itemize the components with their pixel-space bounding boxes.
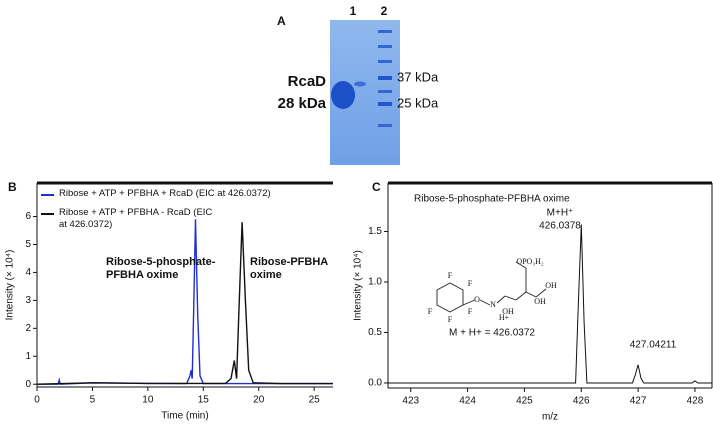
y-tick-label: 3 bbox=[25, 295, 31, 306]
lane-label: 2 bbox=[381, 4, 388, 18]
annotation: Ribose-5-phosphate- bbox=[106, 256, 216, 268]
x-tick-label: 20 bbox=[253, 395, 265, 406]
gel-band bbox=[378, 76, 392, 80]
gel: A 1 2 RcaD 28 kDa 37 kDa 25 kDa bbox=[277, 4, 439, 165]
annotation: Ribose-PFBHA bbox=[250, 256, 328, 268]
annotation: 427.04211 bbox=[630, 340, 677, 351]
structure-label: F bbox=[448, 271, 453, 280]
bond bbox=[504, 295, 517, 301]
y-tick-label: 0 bbox=[25, 379, 31, 390]
bond bbox=[496, 295, 506, 304]
lane-label: 1 bbox=[350, 4, 357, 18]
structure-label: OH bbox=[502, 307, 514, 316]
structure bbox=[436, 261, 547, 313]
y-tick-label: 6 bbox=[25, 211, 31, 222]
legend-label: Ribose + ATP + PFBHA + RcaD (EIC at 426.… bbox=[59, 188, 271, 199]
gel-band bbox=[378, 60, 392, 63]
structure-label: F bbox=[468, 279, 473, 288]
structure-label: F bbox=[448, 315, 453, 324]
structure-label: O bbox=[474, 295, 480, 304]
protein-size: 28 kDa bbox=[278, 95, 327, 112]
x-tick-label: 428 bbox=[687, 396, 704, 407]
marker-label: 37 kDa bbox=[397, 69, 439, 84]
bond bbox=[525, 291, 537, 298]
annotation: oxime bbox=[250, 269, 282, 281]
x-tick-label: 427 bbox=[630, 396, 647, 407]
bond bbox=[479, 299, 491, 306]
y-tick-label: 0.5 bbox=[368, 327, 382, 338]
y-tick-label: 1 bbox=[25, 351, 31, 362]
x-tick-label: 0 bbox=[34, 395, 40, 406]
gel-band bbox=[378, 124, 392, 127]
x-tick-label: 15 bbox=[198, 395, 210, 406]
marker-label: 25 kDa bbox=[397, 95, 439, 110]
bond bbox=[515, 261, 527, 269]
x-tick-label: 425 bbox=[516, 396, 533, 407]
structure-label: OH bbox=[534, 297, 546, 306]
series-line bbox=[388, 224, 712, 384]
x-tick-label: 5 bbox=[90, 395, 96, 406]
series-line bbox=[36, 222, 333, 385]
y-tick-label: 1.5 bbox=[368, 226, 382, 237]
gel-band bbox=[378, 102, 392, 106]
y-tick-label: 5 bbox=[25, 239, 31, 250]
annotation: M+H⁺ bbox=[547, 208, 574, 219]
bond bbox=[462, 299, 476, 306]
x-tick-label: 10 bbox=[142, 395, 154, 406]
legend-label: Ribose + ATP + PFBHA - RcaD (EIC at 426.… bbox=[59, 207, 213, 230]
x-axis-label: Time (min) bbox=[161, 411, 208, 422]
y-tick-label: 2 bbox=[25, 323, 31, 334]
gel-band bbox=[354, 81, 366, 87]
annotation: 426.0378 bbox=[539, 221, 581, 232]
x-axis-label: m/z bbox=[542, 412, 558, 423]
y-tick-label: 0.0 bbox=[368, 378, 382, 389]
x-tick-label: 423 bbox=[402, 396, 419, 407]
y-axis-label: Intensity (× 10⁴) bbox=[353, 250, 364, 321]
structure-label: H+ bbox=[499, 313, 510, 322]
gel-band bbox=[331, 81, 355, 109]
protein-label: RcaD bbox=[288, 73, 327, 90]
panel-label: A bbox=[277, 14, 286, 28]
series-line bbox=[37, 219, 333, 385]
annotation: M + H+ = 426.0372 bbox=[449, 328, 535, 339]
y-tick-label: 1.0 bbox=[368, 277, 382, 288]
structure-label: F bbox=[428, 307, 433, 316]
benzene-ring bbox=[436, 282, 464, 313]
gel-band bbox=[378, 30, 392, 33]
structure-label: OPO₃H₂ bbox=[516, 257, 544, 266]
gel-band bbox=[378, 45, 392, 48]
structure-label: OH bbox=[545, 281, 557, 290]
panel-label: B bbox=[8, 180, 17, 194]
annotation: PFBHA oxime bbox=[106, 269, 178, 281]
y-tick-label: 4 bbox=[25, 267, 31, 278]
y-axis-label: Intensity (× 10⁴) bbox=[5, 250, 16, 321]
structure-label: N bbox=[490, 300, 496, 309]
gel-band bbox=[378, 90, 392, 93]
x-tick-label: 426 bbox=[573, 396, 590, 407]
bond bbox=[515, 291, 527, 301]
x-tick-label: 25 bbox=[309, 395, 321, 406]
structure-label: F bbox=[468, 307, 473, 316]
chart-title: Ribose-5-phosphate-PFBHA oxime bbox=[414, 194, 570, 205]
panel-label: C bbox=[372, 180, 381, 194]
bond bbox=[535, 288, 547, 298]
x-tick-label: 424 bbox=[459, 396, 476, 407]
